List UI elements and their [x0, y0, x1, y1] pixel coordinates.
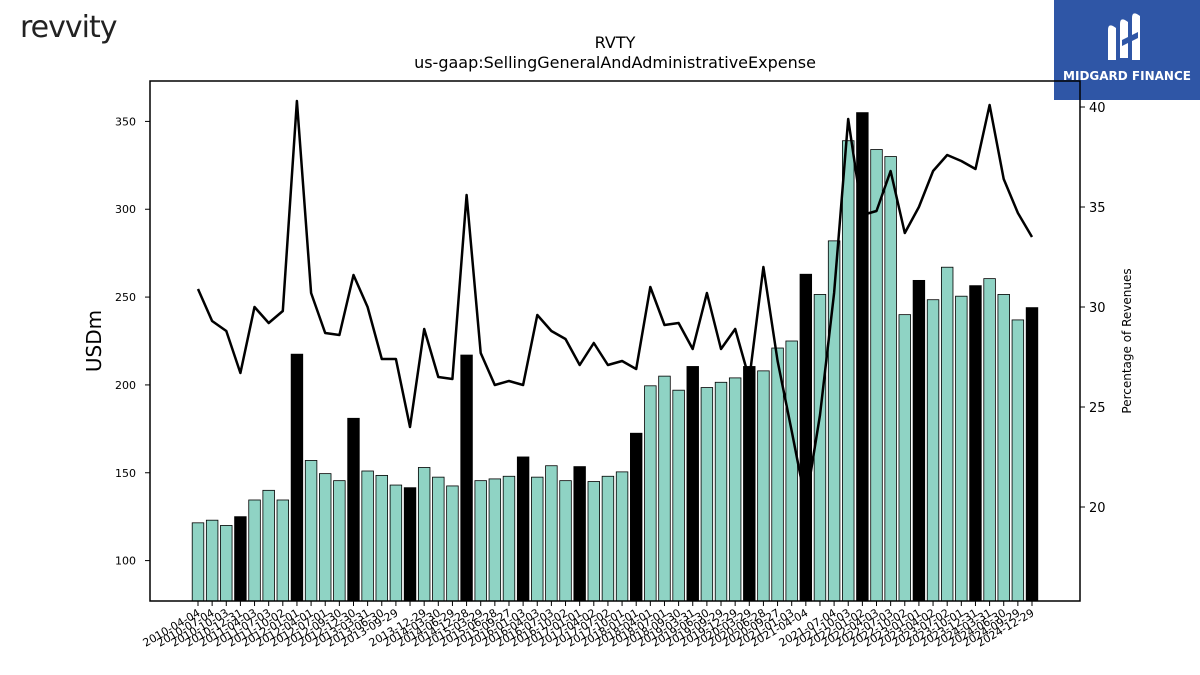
bar	[191, 522, 205, 602]
bar	[884, 156, 897, 602]
bar-highlight	[1025, 307, 1039, 602]
bar	[644, 385, 657, 602]
bar-highlight	[969, 285, 982, 602]
bars-group	[191, 112, 1039, 602]
bar-highlight	[743, 366, 756, 602]
y-tick-label: 100	[115, 555, 136, 568]
bar	[1011, 319, 1025, 602]
bar	[672, 389, 685, 602]
bar-highlight	[912, 279, 926, 602]
y-tick-label: 150	[115, 467, 136, 480]
bar	[248, 499, 261, 602]
bar	[417, 467, 431, 602]
percentage-of-revenues-line	[196, 99, 1034, 505]
y-tick-label: 200	[115, 379, 136, 392]
y2-tick-label: 20	[1089, 501, 1106, 516]
bar	[502, 475, 516, 602]
y-tick-label: 300	[115, 203, 136, 216]
bar	[757, 370, 770, 602]
bar	[842, 140, 855, 602]
y2-tick-label: 40	[1089, 101, 1106, 116]
bar-highlight	[799, 273, 813, 602]
y-axis-label: USDm	[82, 310, 106, 372]
bar	[997, 294, 1010, 602]
bar	[446, 485, 459, 602]
y-tick-label: 350	[115, 115, 136, 128]
bar	[389, 484, 403, 602]
bar	[474, 480, 487, 602]
y2-tick-label: 25	[1089, 401, 1106, 416]
bar	[205, 519, 219, 602]
percentage-line-group	[196, 99, 1034, 505]
bar	[545, 465, 558, 602]
chart-title: RVTY	[595, 33, 636, 52]
bar	[898, 314, 911, 602]
bar-highlight	[290, 353, 304, 602]
midgard-mark-icon	[1108, 13, 1140, 60]
bar	[375, 474, 388, 602]
bar-highlight	[686, 366, 699, 602]
bar	[488, 478, 502, 602]
bar	[601, 475, 615, 602]
bar-highlight	[573, 466, 586, 602]
y-axis-right: 20 25 30 35 40	[1080, 101, 1106, 516]
bar	[728, 377, 742, 602]
bar-highlight	[516, 456, 530, 602]
bar	[615, 471, 629, 602]
bar	[304, 460, 318, 602]
y2-tick-label: 30	[1089, 301, 1106, 316]
bar-highlight	[403, 487, 417, 602]
x-axis: 2010-04-042010-07-042010-10-032010-12-31…	[141, 601, 1037, 650]
bar	[432, 476, 445, 602]
bar	[785, 340, 798, 602]
midgard-finance-wordmark: MIDGARD FINANCE	[1063, 69, 1191, 83]
bar	[319, 473, 332, 602]
y2-tick-label: 35	[1089, 201, 1106, 216]
bar	[262, 489, 275, 602]
revvity-logo: revvity	[20, 10, 117, 45]
midgard-finance-logo: MIDGARD FINANCE	[1054, 0, 1200, 100]
bar	[700, 387, 714, 602]
y-tick-label: 250	[115, 291, 136, 304]
bar	[926, 299, 940, 602]
bar	[714, 381, 728, 602]
chart-subtitle: us-gaap:SellingGeneralAndAdministrativeE…	[414, 53, 816, 72]
bar	[531, 476, 544, 602]
bar	[333, 480, 346, 602]
bar	[559, 480, 572, 602]
bar	[955, 295, 968, 602]
bar	[658, 375, 671, 602]
bar-highlight	[460, 354, 473, 602]
bar	[983, 278, 996, 602]
bar	[361, 470, 374, 602]
y-axis-left: 100 150 200 250 300 350	[115, 115, 150, 568]
bar	[940, 266, 954, 602]
bar	[276, 499, 290, 602]
bar-highlight	[347, 417, 360, 602]
bar-highlight	[234, 516, 247, 602]
bar	[220, 525, 233, 602]
bar	[587, 481, 600, 602]
plot-frame	[149, 80, 1081, 602]
bar-highlight	[630, 432, 643, 602]
y2-axis-label: Percentage of Revenues	[1120, 268, 1134, 413]
bar	[870, 149, 883, 602]
